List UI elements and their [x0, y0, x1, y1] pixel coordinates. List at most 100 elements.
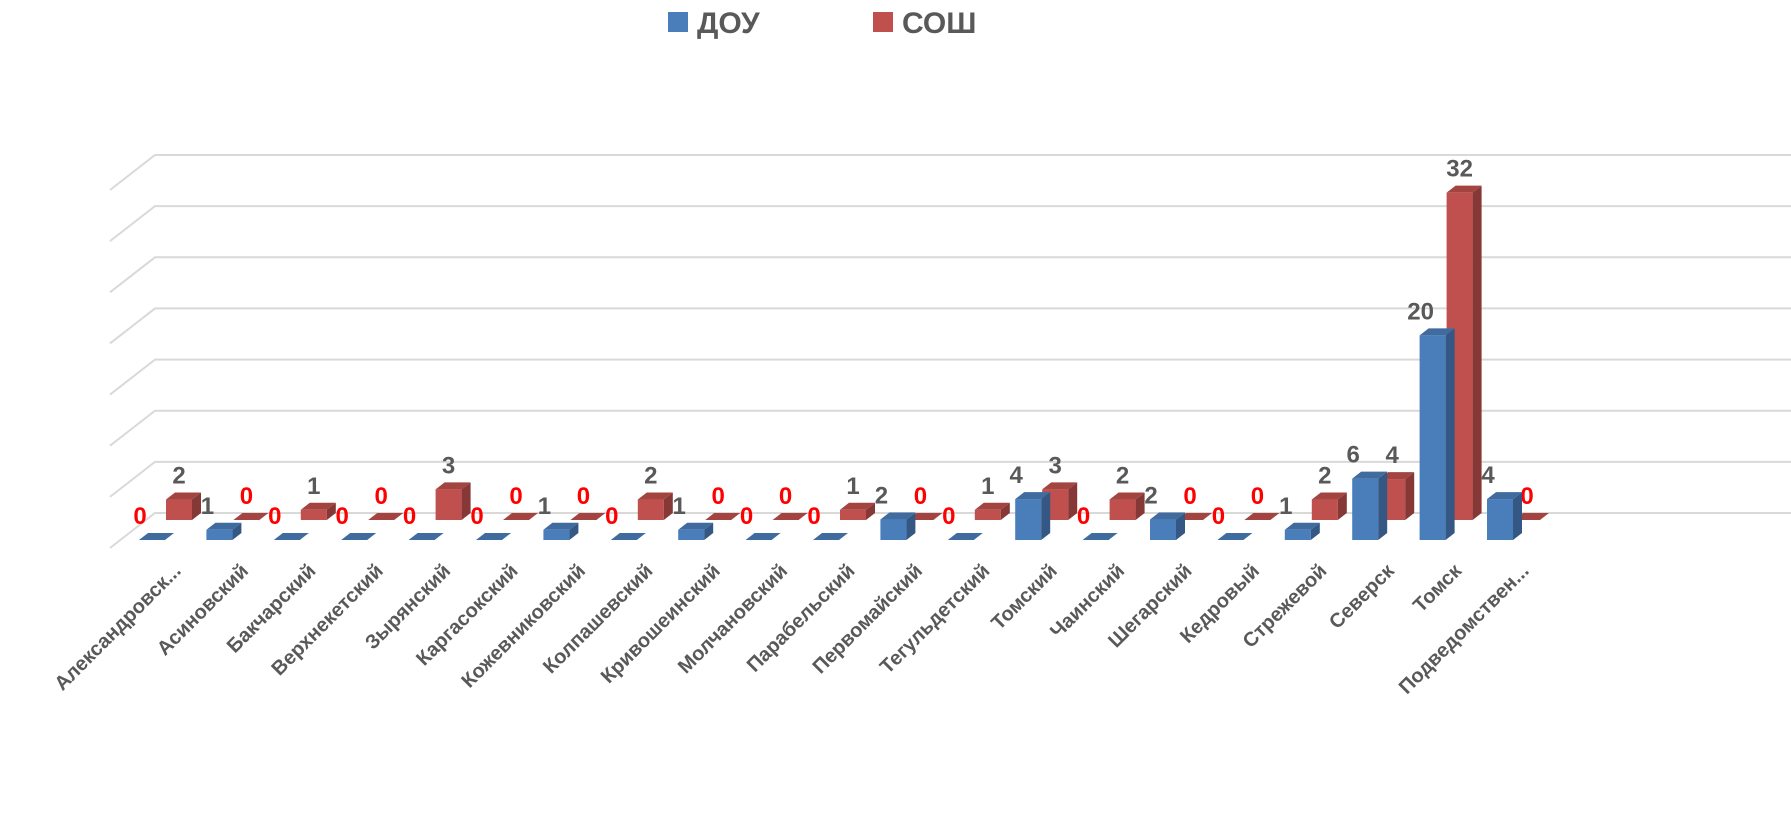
grid-line [109, 205, 1791, 242]
bar [503, 513, 538, 520]
bar-top [610, 533, 646, 540]
bar-side [1041, 492, 1051, 540]
value-label: 0 [240, 483, 253, 510]
value-label: 0 [779, 483, 792, 510]
bar [1109, 492, 1145, 520]
bar-side [866, 502, 875, 520]
bar-side [906, 512, 916, 540]
bar [166, 492, 201, 520]
bar-front [206, 529, 233, 540]
value-label: 2 [875, 483, 888, 510]
bar-side [1513, 492, 1522, 540]
bar [772, 513, 808, 520]
bar-top [1352, 471, 1388, 479]
bar [1514, 513, 1549, 520]
bar-side [461, 482, 471, 520]
value-label: 2 [1144, 483, 1157, 510]
bar-top [1487, 492, 1522, 500]
bar [1015, 492, 1051, 540]
bar [745, 533, 781, 540]
bar [610, 533, 646, 540]
bar-side [663, 492, 673, 520]
bar [1082, 533, 1118, 540]
bar-front [840, 509, 866, 520]
value-label: 0 [1212, 503, 1225, 530]
bar-side [1000, 502, 1010, 520]
value-label: 4 [1010, 462, 1024, 489]
grid-line [109, 358, 1791, 396]
bar-front [1352, 478, 1379, 540]
value-label: 0 [1077, 503, 1090, 530]
grid-line [109, 512, 1791, 549]
bar-top [1514, 513, 1549, 520]
bar-side [326, 502, 336, 520]
bar-front [543, 529, 570, 540]
value-label: 0 [268, 503, 281, 530]
grid-line [109, 307, 1791, 345]
value-label: 0 [1183, 483, 1196, 510]
bar-top [1311, 492, 1347, 500]
bar-side [1378, 471, 1388, 540]
bar [273, 533, 309, 540]
bar-top [880, 512, 916, 520]
bar-side [1472, 185, 1482, 520]
bar-top [476, 533, 511, 540]
value-label: 0 [470, 503, 483, 530]
bar-top [139, 533, 174, 540]
bar-side [1135, 492, 1145, 520]
bar-top [570, 513, 606, 520]
value-label: 0 [133, 503, 146, 530]
bar [408, 533, 444, 540]
value-label: 0 [712, 483, 725, 510]
bar-front [880, 519, 907, 540]
bar [570, 513, 606, 520]
bar-side [1337, 492, 1347, 520]
value-label: 4 [1481, 462, 1495, 489]
bar-front [300, 509, 327, 520]
bar [1487, 492, 1522, 540]
bar-front [1487, 499, 1513, 540]
legend-swatch [873, 12, 893, 32]
value-label: 1 [981, 473, 994, 500]
bar-top [1150, 512, 1185, 520]
x-tick-label: Кривошеинский [597, 560, 725, 688]
bar [543, 522, 579, 540]
bar-front [637, 499, 664, 520]
bar-top [813, 533, 848, 540]
value-label: 0 [1520, 483, 1533, 510]
value-label: 20 [1407, 298, 1434, 325]
bar-top [503, 513, 538, 520]
grid-line [109, 154, 1791, 191]
value-label: 3 [442, 452, 455, 479]
value-label: 1 [201, 493, 214, 520]
value-label: 0 [605, 503, 618, 530]
legend-swatch [668, 12, 688, 32]
bar-side [232, 522, 242, 540]
bar [678, 522, 714, 540]
value-label: 0 [336, 503, 349, 530]
value-label: 1 [307, 473, 320, 500]
bar [368, 513, 404, 520]
bar-top [300, 502, 336, 510]
bar-side [1068, 482, 1078, 520]
bar [1150, 512, 1185, 540]
bar [1419, 328, 1455, 540]
bar-front [435, 489, 462, 520]
bar-top [1217, 533, 1253, 540]
bar [1177, 513, 1212, 520]
legend-label: СОШ [902, 7, 976, 40]
bar [341, 533, 377, 540]
bar-front [1109, 499, 1136, 520]
bar [233, 513, 269, 520]
value-label: 1 [673, 493, 686, 520]
bar [705, 513, 741, 520]
value-label: 32 [1446, 156, 1473, 183]
bar-top [947, 533, 983, 540]
bar-side [1310, 522, 1320, 540]
bar [1311, 492, 1347, 520]
bar [1284, 522, 1320, 540]
bar-front [1150, 519, 1176, 540]
value-label: 2 [172, 463, 185, 490]
bar-top [678, 522, 714, 530]
x-tick-label: Северск [1325, 559, 1399, 633]
